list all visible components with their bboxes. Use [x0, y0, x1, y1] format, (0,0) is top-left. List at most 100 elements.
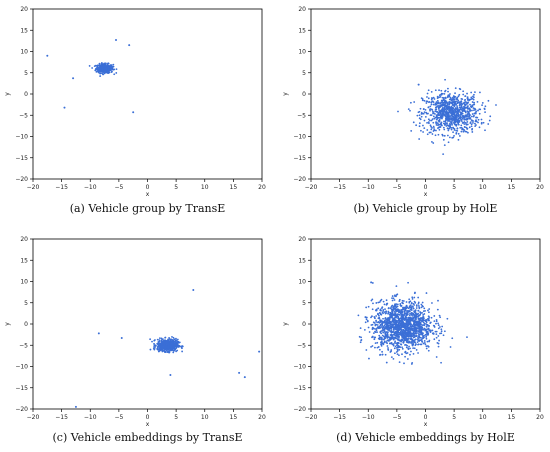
scatter-point	[413, 101, 416, 103]
scatter-point	[394, 312, 397, 315]
scatter-point	[425, 329, 428, 331]
scatter-point	[391, 343, 394, 346]
scatter-point	[417, 322, 419, 324]
scatter-point	[427, 121, 430, 124]
x-tick-label: −15	[55, 184, 68, 191]
plot-frame	[32, 8, 263, 180]
scatter-point	[368, 357, 370, 360]
scatter-point	[420, 115, 423, 118]
scatter-point	[454, 87, 457, 90]
scatter-point	[376, 341, 379, 344]
scatter-point	[400, 323, 403, 326]
scatter-point	[385, 310, 387, 313]
scatter-point	[475, 116, 478, 119]
scatter-point	[415, 327, 418, 329]
scatter-point	[435, 114, 438, 117]
scatter-point	[414, 330, 416, 333]
scatter-point	[388, 313, 391, 316]
scatter-point	[394, 307, 397, 310]
scatter-point	[401, 326, 403, 329]
scatter-point	[437, 116, 439, 119]
scatter-point	[432, 324, 435, 327]
scatter-point	[388, 342, 391, 345]
y-tick-label: −5	[297, 112, 306, 119]
scatter-point	[458, 103, 461, 106]
scatter-point	[435, 330, 438, 333]
scatter-point	[408, 306, 411, 309]
scatter-point	[401, 347, 404, 350]
scatter-point	[390, 349, 393, 351]
scatter-point	[423, 307, 426, 310]
scatter-point	[398, 348, 401, 351]
scatter-point	[442, 113, 445, 116]
scatter-point	[402, 300, 405, 302]
scatter-point	[167, 339, 170, 342]
scatter-point	[158, 337, 161, 339]
scatter-point	[404, 339, 407, 342]
scatter-point	[395, 351, 398, 353]
scatter-point	[385, 299, 388, 302]
scatter-point	[453, 100, 456, 103]
scatter-point	[463, 123, 466, 125]
scatter-point	[417, 333, 420, 335]
scatter-point	[111, 67, 114, 69]
scatter-point	[441, 108, 444, 111]
scatter-point	[447, 141, 450, 144]
scatter-point	[464, 126, 466, 129]
scatter-point	[444, 113, 446, 116]
scatter-point	[373, 315, 376, 318]
scatter-point	[430, 125, 432, 128]
scatter-point	[438, 119, 441, 122]
scatter-point	[401, 320, 403, 323]
scatter-point	[418, 138, 421, 140]
scatter-point	[436, 97, 439, 99]
scatter-point	[436, 308, 439, 311]
scatter-point	[435, 322, 437, 325]
scatter-point	[437, 324, 440, 327]
scatter-point	[441, 115, 443, 118]
scatter-point	[441, 124, 443, 127]
scatter-point	[460, 102, 463, 105]
scatter-point	[96, 68, 99, 71]
scatter-point	[438, 120, 441, 123]
scatter-point	[459, 111, 461, 113]
scatter-point	[464, 95, 467, 98]
scatter-point	[464, 114, 467, 117]
scatter-point	[394, 322, 397, 324]
scatter-point	[406, 358, 409, 360]
y-tick-label: 15	[298, 257, 306, 264]
scatter-point	[384, 353, 387, 356]
scatter-point	[429, 119, 431, 122]
scatter-point	[470, 119, 473, 122]
x-tick-label: 0	[146, 184, 150, 191]
scatter-point	[412, 341, 414, 344]
scatter-point	[377, 314, 380, 317]
scatter-point	[407, 281, 409, 284]
scatter-point	[458, 135, 461, 137]
scatter-point	[443, 144, 446, 147]
x-axis-label: x	[146, 191, 150, 198]
scatter-point	[416, 114, 419, 117]
scatter-point	[461, 107, 464, 110]
scatter-point	[437, 104, 440, 107]
scatter-point	[405, 319, 408, 322]
scatter-point	[161, 350, 164, 353]
scatter-point	[389, 311, 392, 314]
scatter-point	[153, 342, 155, 345]
scatter-point	[450, 118, 453, 120]
scatter-point	[380, 326, 382, 329]
scatter-point	[420, 331, 423, 334]
scatter-point	[401, 353, 403, 356]
scatter-point	[423, 322, 426, 325]
scatter-point	[439, 105, 442, 108]
scatter-point	[473, 112, 476, 115]
outlier-point	[120, 337, 123, 340]
scatter-point	[103, 72, 106, 75]
scatter-point	[424, 333, 427, 336]
scatter-point	[175, 337, 177, 340]
scatter-point	[429, 105, 432, 108]
scatter-point	[395, 316, 397, 318]
scatter-point	[379, 324, 382, 327]
scatter-point	[154, 344, 156, 347]
scatter-point	[459, 126, 462, 129]
